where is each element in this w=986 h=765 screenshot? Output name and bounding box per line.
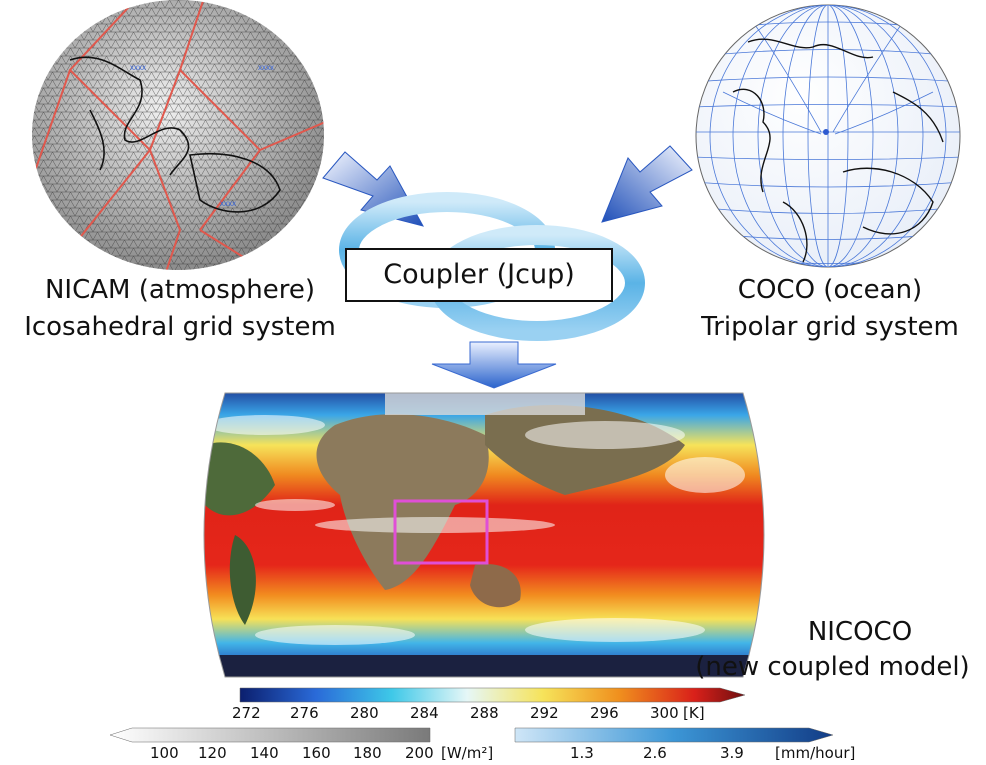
temperature-tick: 272 [232, 704, 261, 722]
svg-text:xxxx: xxxx [258, 63, 274, 72]
temperature-unit: [K] [683, 704, 705, 722]
temperature-colorbar [239, 687, 746, 703]
temperature-tick: 280 [350, 704, 379, 722]
radiation-unit: [W/m²] [441, 744, 494, 762]
temperature-tick: 284 [410, 704, 439, 722]
temperature-ticks: 272 276 280 284 288 292 296 300 [K] [232, 704, 752, 724]
temperature-tick: 296 [590, 704, 619, 722]
radiation-tick: 140 [250, 744, 279, 762]
temperature-tick: 276 [290, 704, 319, 722]
precip-colorbar [514, 727, 834, 743]
right-arrow-icon [601, 145, 693, 223]
precip-tick: 2.6 [643, 744, 667, 762]
coupler-box: Coupler (Jcup) [345, 248, 613, 302]
radiation-tick: 200 [405, 744, 434, 762]
focus-region-box [393, 499, 489, 565]
result-title: NICOCO [807, 617, 913, 647]
world-map [203, 392, 765, 678]
temperature-tick: 292 [530, 704, 559, 722]
precip-tick: 3.9 [720, 744, 744, 762]
atmosphere-subtitle: Icosahedral grid system [24, 312, 336, 342]
coupler-label: Coupler (Jcup) [383, 259, 575, 290]
svg-text:xxxx: xxxx [220, 199, 236, 208]
icosahedral-globe: xxxx xxxx xxxx [32, 0, 324, 270]
ocean-title: COCO (ocean) [737, 275, 923, 305]
down-arrow-icon [431, 341, 557, 389]
svg-text:xxxx: xxxx [130, 63, 146, 72]
radiation-tick: 160 [302, 744, 331, 762]
precip-unit: [mm/hour] [775, 744, 856, 762]
precip-tick: 1.3 [570, 744, 594, 762]
radiation-ticks: 100 120 140 160 180 200 [W/m²] [150, 744, 493, 764]
atmosphere-title: NICAM (atmosphere) [44, 275, 316, 305]
radiation-colorbar [109, 727, 431, 743]
radiation-tick: 100 [150, 744, 179, 762]
temperature-tick: 288 [470, 704, 499, 722]
ocean-subtitle: Tripolar grid system [701, 312, 959, 342]
radiation-tick: 180 [353, 744, 382, 762]
result-subtitle: (new coupled model) [695, 652, 970, 682]
tripolar-globe [695, 4, 961, 268]
temperature-tick: 300 [650, 704, 679, 722]
precip-ticks: 1.3 2.6 3.9 [mm/hour] [570, 744, 870, 764]
radiation-tick: 120 [198, 744, 227, 762]
